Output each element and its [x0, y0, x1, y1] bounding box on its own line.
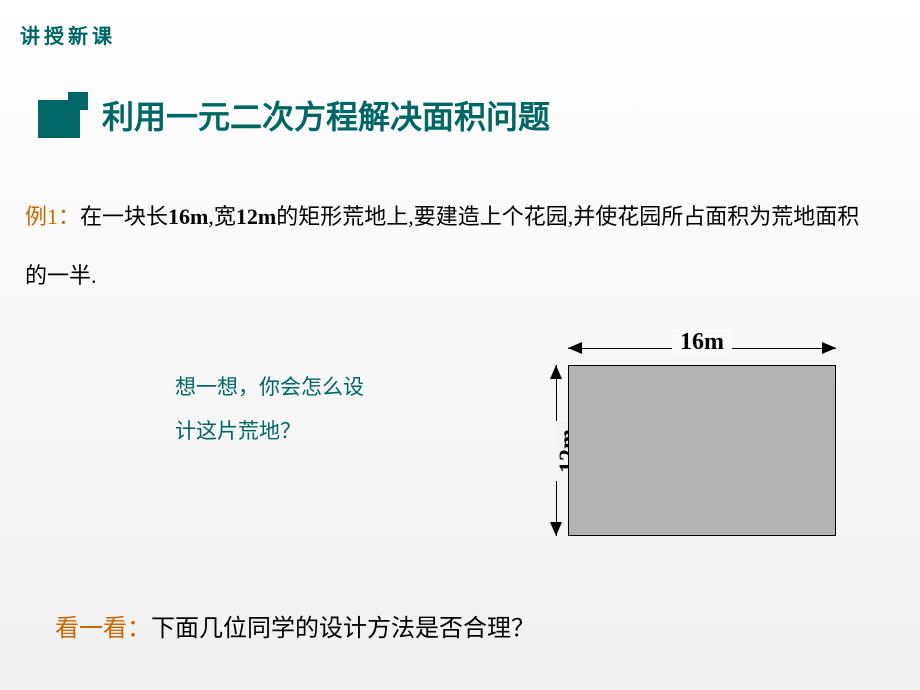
look-text: 看一看：下面几位同学的设计方法是否合理？	[55, 608, 535, 643]
example-dim2: 12m	[236, 204, 276, 229]
example-dim1: 16m	[168, 204, 208, 229]
think-text: 想一想，你会怎么设 计这片荒地？	[175, 365, 364, 453]
example-part2: ,宽	[208, 204, 236, 229]
dim-top-arrow-right	[822, 342, 836, 354]
example-text: 例1：在一块长16m,宽12m的矩形荒地上,要建造上个花园,并使花园所占面积为荒…	[25, 187, 860, 306]
look-label: 看一看：	[55, 616, 151, 642]
section-title: 利用一元二次方程解决面积问题	[102, 92, 550, 138]
dimension-left: 12m	[541, 365, 567, 536]
section-header: 利用一元二次方程解决面积问题	[38, 92, 550, 138]
dimension-top: 16m	[568, 333, 836, 363]
dim-left-arrow-bottom	[550, 522, 562, 536]
look-content: 下面几位同学的设计方法是否合理？	[151, 616, 535, 642]
example-label: 例1：	[25, 204, 80, 229]
think-line1: 想一想，你会怎么设	[175, 365, 364, 409]
dim-top-arrow-left	[568, 342, 582, 354]
think-line2: 计这片荒地？	[175, 409, 364, 453]
example-part1: 在一块长	[80, 204, 168, 229]
icon-small-square	[68, 92, 88, 110]
header-label: 讲授新课	[20, 20, 116, 49]
section-icon	[38, 92, 90, 138]
dim-left-arrow-top	[550, 365, 562, 379]
diagram: 16m 12m	[545, 333, 843, 541]
dim-top-label: 16m	[672, 329, 732, 356]
diagram-rectangle	[568, 365, 836, 536]
